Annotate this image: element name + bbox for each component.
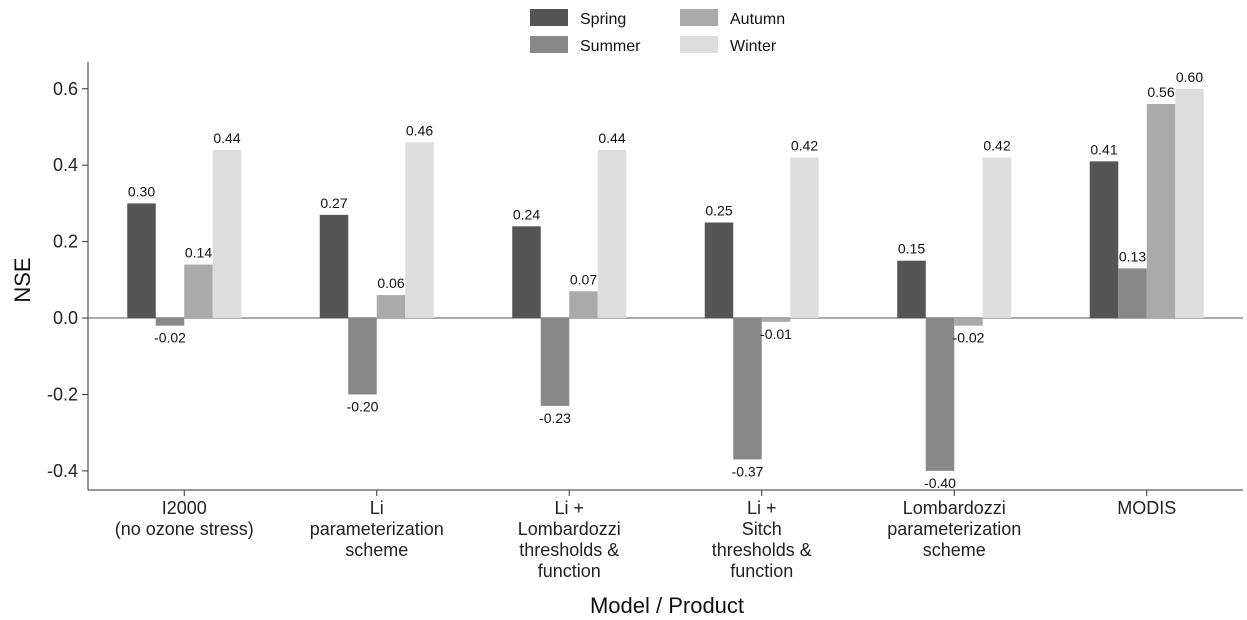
data-label: 0.44 [213,130,240,146]
legend-label-spring: Spring [580,11,626,28]
x-tick-label: thresholds & [519,540,619,560]
bar-autumn [954,318,983,326]
data-label: 0.42 [983,138,1010,154]
plot-area: -0.4 -0.2 0.0 0.2 0.4 0.6 0.30 -0.02 0.14 0.44 I20… [47,62,1243,581]
data-label: 0.60 [1176,69,1203,85]
data-label: 0.41 [1090,141,1117,157]
data-label: 0.13 [1119,248,1146,264]
data-label: 0.15 [898,241,925,257]
bar-spring [704,222,734,319]
x-tick-label: (no ozone stress) [115,519,254,539]
x-tick-label: thresholds & [712,540,812,560]
data-label: 0.14 [185,245,212,261]
y-axis-title: NSE [10,257,35,302]
x-tick-label: function [538,561,601,581]
data-label: 0.30 [128,183,155,199]
bar-winter [212,149,242,319]
bar-spring [1089,161,1119,319]
bar-autumn [569,291,598,319]
legend: Spring Summer Autumn Winter [530,9,785,55]
data-label: 0.24 [513,206,540,222]
data-label: -0.02 [154,330,186,346]
y-tick-label: 0.4 [53,155,78,175]
bar-autumn [1146,104,1176,319]
bar-winter [597,149,627,319]
legend-swatch-autumn [680,9,718,26]
x-tick-label: Sitch [742,519,782,539]
bar-summer [155,318,185,326]
data-label: -0.20 [347,398,379,414]
data-label: 0.25 [705,203,732,219]
x-tick-label: Li + [747,498,777,518]
x-tick-label: function [730,561,793,581]
legend-label-winter: Winter [730,38,777,55]
legend-label-summer: Summer [580,38,641,55]
y-tick-label: 0.0 [53,308,78,328]
bar-winter [982,157,1012,319]
bar-spring [512,226,541,319]
x-tick-label: Lombardozzi [518,519,621,539]
x-tick-label: parameterization [310,519,444,539]
data-label: -0.02 [953,330,985,346]
x-tick-label: scheme [345,540,408,560]
x-tick-label: Lombardozzi [903,498,1006,518]
x-axis-title: Model / Product [590,593,744,618]
legend-swatch-spring [530,9,568,26]
data-label: 0.56 [1147,84,1174,100]
bar-summer [733,318,762,460]
data-label: -0.37 [732,463,764,479]
x-tick-label: I2000 [162,498,207,518]
x-tick-label: Li + [554,498,584,518]
y-tick-label: 0.6 [53,79,78,99]
bar-summer [348,318,377,395]
data-label: 0.06 [377,275,404,291]
data-label: 0.27 [320,195,347,211]
bar-winter [790,157,819,319]
bar-autumn [376,295,406,319]
data-label: 0.07 [570,271,597,287]
data-label: 0.44 [598,130,625,146]
bar-autumn [761,318,791,322]
bar-winter [1175,88,1204,319]
legend-swatch-summer [530,36,568,53]
x-tick-label: MODIS [1117,498,1176,518]
x-tick-label: scheme [923,540,986,560]
x-tick-label: Li [370,498,384,518]
data-label: -0.40 [924,475,956,491]
bar-summer [540,318,570,406]
bar-autumn [184,264,213,319]
bar-winter [405,142,434,319]
y-tick-label: -0.4 [47,461,78,481]
legend-swatch-winter [680,36,718,53]
y-tick-label: 0.2 [53,232,78,252]
data-label: 0.46 [406,122,433,138]
bar-summer [925,318,955,471]
data-label: 0.42 [791,138,818,154]
bar-summer [1118,268,1147,319]
bar-spring [127,203,156,319]
y-tick-label: -0.2 [47,384,78,404]
data-label: -0.23 [539,410,571,426]
x-tick-label: parameterization [887,519,1021,539]
bar-spring [897,260,926,319]
legend-label-autumn: Autumn [730,11,785,28]
data-label: -0.01 [760,326,792,342]
bar-spring [319,214,349,319]
